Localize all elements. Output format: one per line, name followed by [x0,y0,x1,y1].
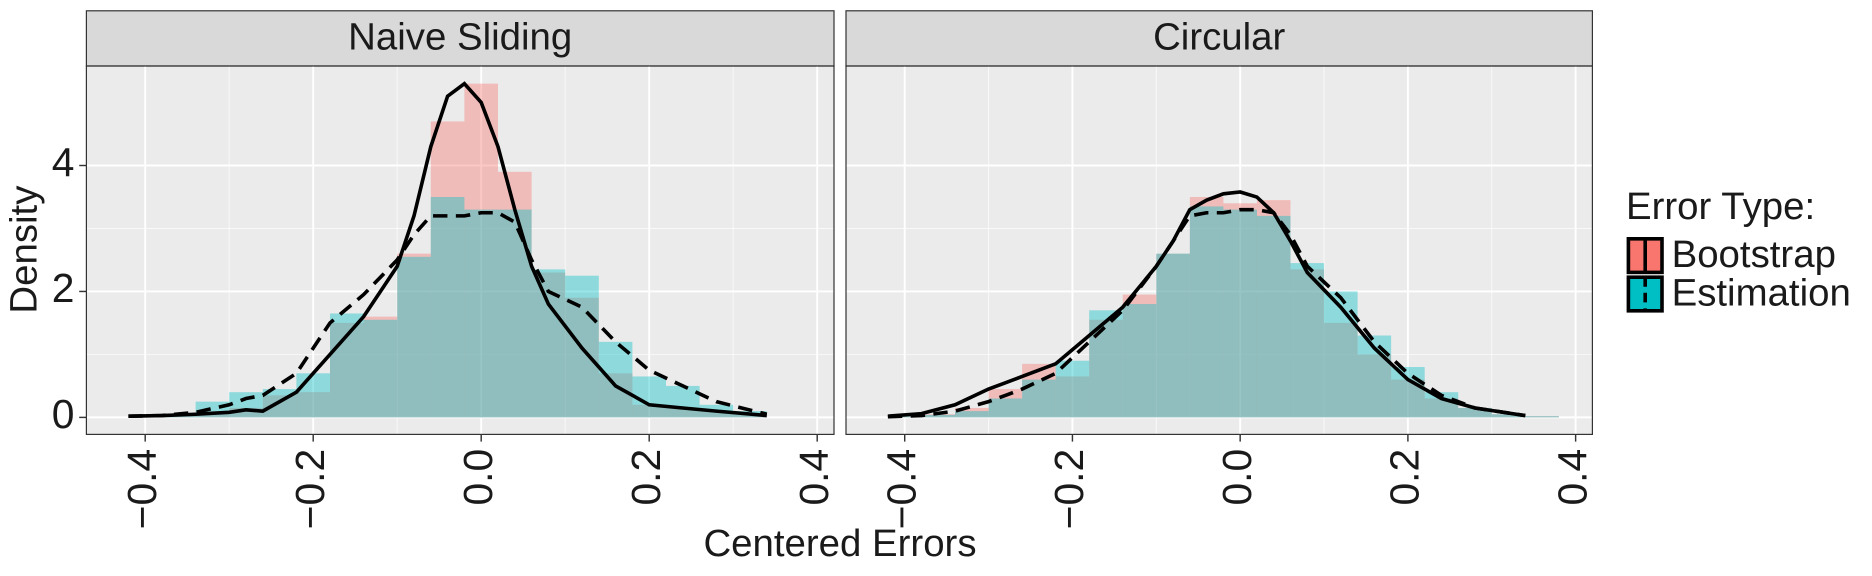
y-tick-label: 2 [52,265,75,311]
x-tick-label: −0.4 [878,449,924,530]
histogram-bar [229,392,263,418]
histogram-bar [921,414,956,418]
x-tick-label: 0.4 [1549,449,1595,506]
histogram-bar [921,414,956,418]
strip-title: Circular [1153,16,1285,59]
histogram-bar [363,319,398,418]
histogram-bar [1156,253,1190,418]
histogram-bar [1256,200,1291,418]
strip-background [85,10,835,67]
y-axis-label: Density [3,185,46,314]
histogram-bar [1122,304,1157,418]
x-tick-label: −0.2 [287,449,333,530]
histogram-bar [1391,367,1425,418]
x-tick-label: −0.4 [119,449,165,530]
histogram-bar [464,209,498,418]
histogram-bar [1424,398,1459,418]
histogram-bar [229,407,263,418]
histogram-bar [666,385,700,418]
histogram-bar [1458,407,1492,418]
x-tick-label: 0.4 [791,449,837,506]
histogram-bar [1122,294,1157,418]
histogram-bar [430,121,465,418]
panel-border [85,65,835,435]
histogram-bar [296,373,330,418]
histogram-bar [498,209,532,418]
y-tick-label: 4 [52,139,75,185]
histogram-bar [1525,416,1559,418]
strip-title: Naive Sliding [348,16,572,59]
histogram-bar [988,398,1023,418]
density-line [887,190,1526,418]
histogram-bar [296,392,330,418]
histogram-bar [330,313,364,418]
histogram-bar [887,416,922,418]
histogram-bar [666,407,700,418]
legend-title: Error Type: [1626,185,1815,228]
histogram-bar [1189,196,1224,418]
histogram-bar [1156,253,1190,418]
x-tick-label: 0.0 [1214,449,1260,506]
histogram-bar [1525,416,1559,418]
histogram-bar [330,322,364,418]
legend-label: Estimation [1672,271,1851,314]
density-line [128,210,768,418]
histogram-bar [1491,414,1526,418]
histogram-bar [1223,209,1257,418]
strip-background [845,10,1593,67]
histogram-bar [1290,269,1325,418]
histogram-bar [598,373,633,418]
histogram-bar [430,196,465,418]
histogram-bar [955,411,989,418]
histogram-bar [1223,203,1257,418]
density-line [128,81,767,418]
panel-background [846,66,1593,435]
histogram-bar [699,411,734,418]
histogram-bar [632,404,666,418]
histogram-bar [363,316,398,418]
histogram-bar [531,269,566,418]
histogram-bar [1357,354,1392,418]
histogram-bar [464,83,498,418]
x-tick-label: 0.2 [623,449,669,506]
density-line [887,207,1526,419]
histogram-bar [397,256,431,418]
histogram-bar [1290,263,1325,418]
x-tick-label: 0.0 [455,449,501,506]
histogram-bar [955,407,989,418]
y-tick-label: 0 [52,391,75,437]
x-axis-label: Centered Errors [703,522,976,565]
histogram-bar [1089,310,1123,418]
histogram-bar [1458,407,1492,418]
histogram-bar [262,395,297,418]
histogram-bar [1491,414,1526,418]
panel-background [86,66,834,435]
x-tick-label: 0.2 [1382,449,1428,506]
panel-border [845,65,1593,435]
histogram-bar [1256,215,1291,418]
histogram-bar [887,416,922,418]
x-tick-label: −0.2 [1046,449,1092,530]
histogram-bar [1189,206,1224,418]
histogram-bar [1055,376,1090,418]
histogram-bar [397,253,431,418]
histogram-bar [1055,360,1090,418]
histogram-bar [598,341,633,418]
histogram-bar [1324,322,1358,418]
legend-label: Bootstrap [1672,233,1836,276]
